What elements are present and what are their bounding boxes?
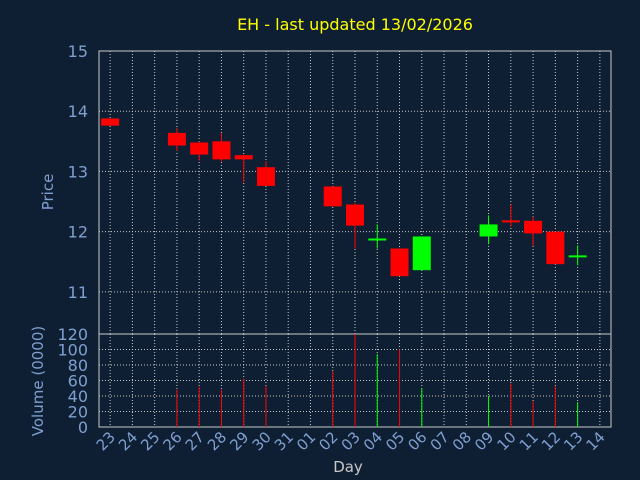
- volume-tick-label: 0: [78, 418, 88, 437]
- candle-body: [101, 118, 120, 126]
- x-axis-label: Day: [333, 458, 363, 476]
- volume-tick-label: 60: [68, 372, 88, 391]
- candle-body: [323, 186, 342, 207]
- price-panel: 11 12 13 14 15: [68, 42, 612, 335]
- candle-body: [546, 231, 565, 265]
- candle-body: [412, 236, 431, 271]
- x-tick-label: 14: [582, 428, 608, 454]
- volume-tick-label: 120: [57, 325, 88, 344]
- x-axis: 2324252627282930310102030405060708091011…: [93, 428, 609, 454]
- price-tick-label: 11: [68, 283, 88, 302]
- price-tick-label: 13: [68, 162, 88, 181]
- candle-body: [212, 141, 231, 160]
- candle-body: [524, 220, 543, 234]
- price-tick-label: 12: [68, 223, 88, 242]
- price-axis-label: Price: [39, 174, 57, 211]
- candle-body: [234, 155, 253, 160]
- volume-tick-label: 80: [68, 356, 88, 375]
- candle-body: [346, 204, 364, 226]
- volume-tick-label: 20: [68, 403, 88, 422]
- price-tick-label: 15: [68, 42, 88, 61]
- candle-body: [479, 224, 498, 237]
- volume-axis-label: Volume (0000): [29, 326, 47, 436]
- candle-body: [167, 132, 186, 146]
- price-tick-label: 14: [68, 102, 88, 121]
- chart-title: EH - last updated 13/02/2026: [237, 15, 473, 34]
- candle-body: [256, 167, 275, 186]
- candle-body: [390, 248, 409, 277]
- volume-tick-label: 100: [57, 341, 88, 360]
- candle-body: [190, 142, 209, 155]
- volume-tick-label: 40: [68, 387, 88, 406]
